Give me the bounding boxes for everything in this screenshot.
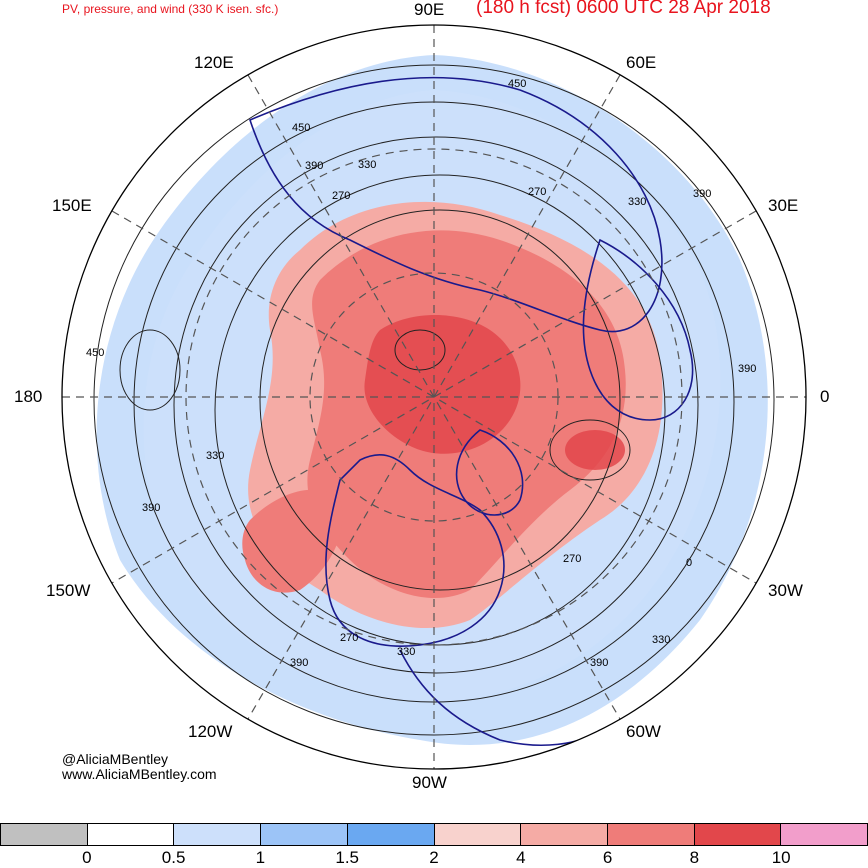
map-title: PV, pressure, and wind (330 K isen. sfc.… (62, 2, 279, 16)
colorbar-tick-label: 0.5 (161, 848, 186, 867)
contour-label: 390 (142, 502, 160, 514)
pv-deep-red-region (364, 315, 521, 454)
contour-line (259, 209, 621, 591)
colorbar-tick-label: 6 (602, 848, 613, 867)
contour-label: 450 (292, 122, 310, 134)
colorbar-tick-label: 4 (516, 848, 526, 867)
contour-line (119, 329, 181, 411)
contour-label: 390 (693, 188, 711, 200)
contour-label: 330 (652, 634, 670, 646)
coastline-asia (249, 76, 663, 333)
colorbar-segment (520, 823, 608, 846)
contour-label: 330 (397, 646, 415, 658)
contour-line (173, 136, 699, 674)
colorbar-tick-label: 8 (689, 848, 700, 867)
contour-label: 270 (563, 553, 581, 565)
contour-line (549, 419, 631, 481)
colorbar-segment (173, 823, 262, 846)
label-30w: 30W (768, 581, 803, 600)
contour-label: 450 (508, 78, 526, 90)
contour-label: 390 (290, 657, 308, 669)
contour-label: 450 (86, 347, 104, 359)
label-120w: 120W (188, 722, 233, 741)
map-border (61, 24, 807, 770)
contour-label: 330 (628, 196, 646, 208)
coastline-north-america (325, 454, 505, 647)
colorbar-segment (346, 823, 435, 846)
colorbar-segment (433, 823, 522, 846)
contour-label: 390 (305, 160, 323, 172)
colorbar-segment (606, 823, 695, 846)
contour-label: 390 (590, 657, 608, 669)
coastline-greenland (455, 429, 524, 516)
label-90e: 90E (414, 0, 445, 19)
colorbar-tick-label: 2 (429, 848, 439, 867)
contour-line (394, 329, 446, 371)
polar-stereographic-map: 450 450 330 390 270 270 330 390 450 330 390 390 270 0… (61, 24, 807, 770)
coastline-europe (582, 238, 694, 421)
colorbar-segment (86, 823, 175, 846)
label-60e: 60E (626, 53, 657, 72)
contour-label: 330 (358, 159, 376, 171)
pv-red-lobe-southwest (242, 489, 343, 593)
colorbar-segment (260, 823, 348, 846)
label-180: 180 (14, 387, 43, 406)
colorbar-segment (780, 823, 868, 846)
label-30e: 30E (768, 196, 799, 215)
pv-shading (96, 55, 768, 745)
contour-label: 390 (738, 363, 756, 375)
label-60w: 60W (626, 722, 661, 741)
author-website[interactable]: www.AliciaMBentley.com (62, 766, 217, 782)
contour-label: 270 (528, 186, 546, 198)
label-150e: 150E (52, 196, 92, 215)
contour-label: 330 (206, 450, 224, 462)
forecast-time-title: (180 h fcst) 0600 UTC 28 Apr 2018 (476, 0, 771, 18)
contour-label: 0 (686, 557, 692, 569)
contour-line (93, 64, 775, 736)
pv-deep-red-blob (565, 430, 625, 470)
graticule (62, 25, 806, 769)
label-120e: 120E (194, 53, 234, 72)
colorbar-tick-label: 1 (255, 848, 266, 867)
meridian-30e-150w (111, 210, 757, 584)
colorbar-tick-label: 0 (82, 848, 92, 867)
colorbar-tick-label: 10 (771, 848, 791, 867)
contour-label: 270 (332, 190, 350, 202)
author-handle: @AliciaMBentley (62, 751, 169, 767)
label-150w: 150W (46, 581, 91, 600)
label-90w: 90W (412, 773, 447, 792)
contour-labels: 450 450 330 390 270 270 330 390 450 330 390 390 270 0… (86, 78, 756, 669)
pv-colorbar (0, 823, 868, 846)
colorbar-tick-label: 1.5 (335, 848, 360, 867)
label-0: 0 (820, 387, 830, 406)
contour-label: 270 (340, 632, 358, 644)
colorbar-segment (693, 823, 782, 846)
colorbar-segment (0, 823, 88, 846)
